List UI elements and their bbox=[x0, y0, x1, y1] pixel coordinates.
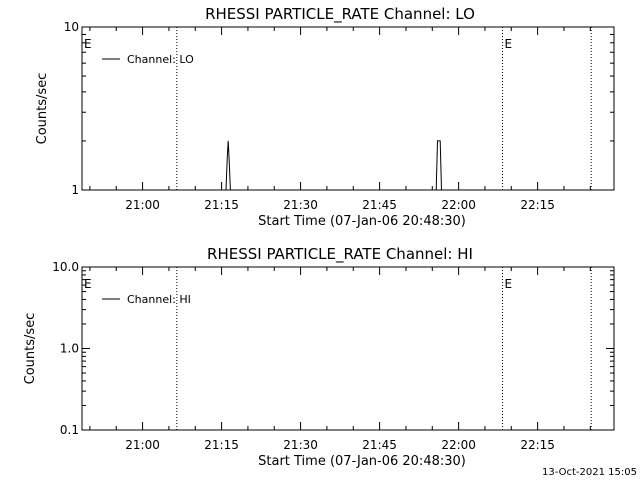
chart-title: RHESSI PARTICLE_RATE Channel: LO bbox=[205, 5, 475, 24]
x-tick-label: 21:00 bbox=[125, 198, 160, 212]
y-axis-label: Counts/sec bbox=[23, 313, 38, 385]
y-tick-label: 1 bbox=[71, 183, 79, 197]
chart-panel-1: RHESSI PARTICLE_RATE Channel: LO Start Ti… bbox=[35, 5, 615, 229]
x-tick-label: 22:00 bbox=[441, 198, 476, 212]
chart-title: RHESSI PARTICLE_RATE Channel: HI bbox=[207, 245, 473, 264]
y-axis-label: Counts/sec bbox=[35, 73, 50, 145]
chart-panel-2: RHESSI PARTICLE_RATE Channel: HI Start Ti… bbox=[23, 245, 615, 469]
event-marker-label: E bbox=[505, 277, 513, 291]
x-tick-label: 22:15 bbox=[520, 438, 555, 452]
legend-entry: Channel: HI bbox=[127, 293, 191, 306]
x-tick-label: 21:45 bbox=[362, 438, 397, 452]
x-tick-label: 21:15 bbox=[204, 198, 239, 212]
x-tick-label: 22:15 bbox=[520, 198, 555, 212]
event-marker-label: E bbox=[505, 37, 513, 51]
y-tick-label: 1.0 bbox=[60, 342, 79, 356]
y-tick-label: 10.0 bbox=[52, 260, 79, 274]
x-axis-label: Start Time (07-Jan-06 20:48:30) bbox=[258, 214, 466, 229]
event-marker-label: E bbox=[84, 277, 92, 291]
x-axis-label: Start Time (07-Jan-06 20:48:30) bbox=[258, 454, 466, 469]
x-tick-label: 21:15 bbox=[204, 438, 239, 452]
y-tick-label: 0.1 bbox=[60, 423, 79, 437]
series-line bbox=[225, 140, 442, 191]
legend-entry: Channel: LO bbox=[127, 53, 194, 66]
y-tick-label: 10 bbox=[64, 20, 79, 34]
x-tick-label: 21:00 bbox=[125, 438, 160, 452]
x-tick-label: 21:45 bbox=[362, 198, 397, 212]
x-tick-label: 21:30 bbox=[283, 198, 318, 212]
x-tick-label: 21:30 bbox=[283, 438, 318, 452]
x-tick-label: 22:00 bbox=[441, 438, 476, 452]
footer-timestamp: 13-Oct-2021 15:05 bbox=[542, 467, 637, 478]
event-marker-label: E bbox=[84, 37, 92, 51]
